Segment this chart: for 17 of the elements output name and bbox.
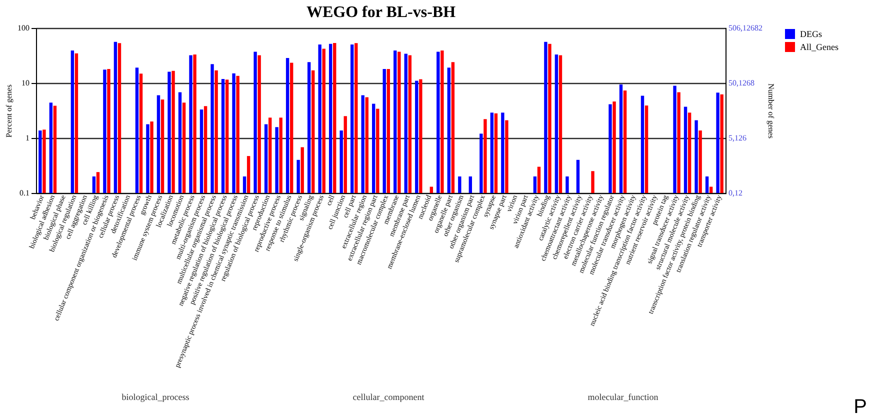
- y-tick-label: 10: [22, 78, 30, 88]
- legend-label: All_Genes: [800, 42, 839, 52]
- text: 50,1268: [728, 78, 754, 88]
- text: 0,12: [728, 188, 742, 198]
- text: cellular_component: [352, 392, 424, 402]
- y-axis-title: Percent of genes: [4, 84, 14, 138]
- legend-label: DEGs: [800, 29, 822, 39]
- y-tick-label: 1: [26, 134, 30, 142]
- y-tick-label: 100: [18, 24, 30, 32]
- chart-title: WEGO for BL-vs-BH: [306, 4, 456, 21]
- y2-axis-title: Number of genes: [766, 83, 776, 139]
- text: biological_process: [122, 392, 190, 402]
- text: 5,126: [728, 134, 746, 142]
- text: P: [854, 396, 867, 419]
- text: molecular_function: [588, 392, 658, 402]
- text: 506,12682: [728, 24, 762, 32]
- y-tick-label: 0.1: [20, 188, 30, 198]
